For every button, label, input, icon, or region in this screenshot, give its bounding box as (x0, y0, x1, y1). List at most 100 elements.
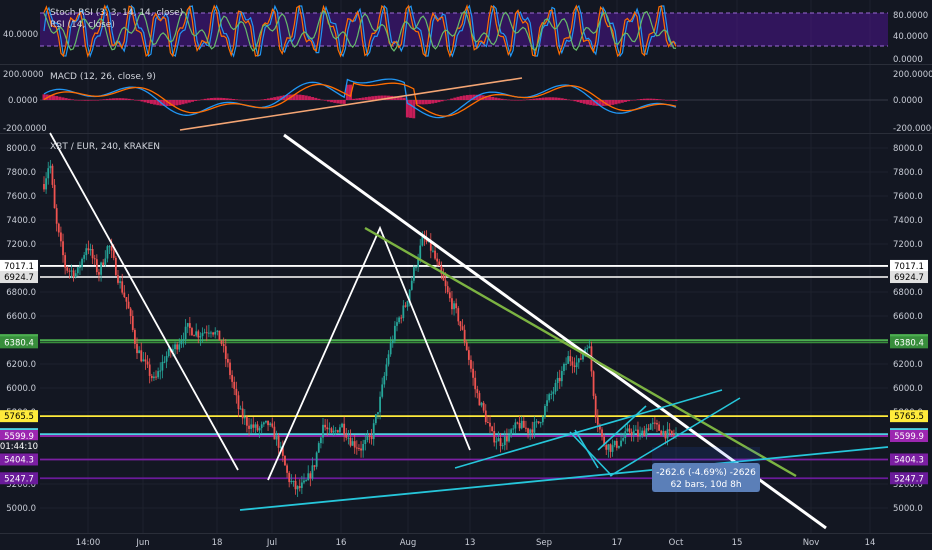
macd-hist-bar (450, 98, 454, 100)
candle-body (256, 424, 259, 431)
macd-hist-bar (146, 100, 150, 104)
horizontal-levels[interactable]: 7017.17017.16924.76924.76399.16399.16380… (0, 259, 928, 485)
candle-body (508, 434, 510, 442)
macd-hist-bar (83, 100, 87, 101)
stoch-left-tick: 40.0000 (3, 30, 38, 40)
candle-body (133, 329, 136, 344)
price-tick-right: 7600.0 (893, 192, 923, 202)
macd-hist-bar (589, 100, 593, 106)
trendline-cyan-channel-3[interactable] (569, 431, 613, 477)
price-tick-right: 6200.0 (893, 360, 923, 370)
macd-hist-bar (266, 98, 270, 100)
candle-body (476, 389, 479, 394)
macd-hist-bar (668, 100, 672, 101)
candle-body (664, 431, 667, 439)
candle-body (53, 184, 56, 209)
candle-body (592, 371, 595, 396)
candle-body (203, 332, 206, 334)
macd-panel[interactable]: MACD (12, 26, close, 9) 200.0000 0.0000 … (3, 70, 932, 134)
candle-body (457, 308, 460, 322)
candle-body (195, 331, 198, 336)
macd-hist-bar (567, 99, 571, 101)
trendline-white-zigzag[interactable] (267, 225, 471, 481)
macd-hist-bar (623, 100, 627, 102)
macd-hist-bar (58, 96, 62, 100)
candle-body (267, 420, 269, 426)
time-tick-label: 14 (865, 538, 876, 548)
candle-body (332, 430, 335, 433)
price-tick-left: 6200.0 (6, 360, 36, 370)
macd-hist-bar (598, 100, 602, 107)
candle-body (579, 358, 582, 360)
candle-body (131, 316, 134, 330)
candle-body (605, 445, 608, 450)
candle-body (220, 340, 223, 345)
candle-body (493, 430, 496, 443)
macd-hist-bar (554, 97, 558, 100)
macd-hist-bar (42, 94, 46, 100)
macd-hist-bar (453, 97, 457, 100)
macd-hist-bar (674, 100, 678, 101)
candle-body (613, 440, 616, 446)
candle-body (284, 455, 286, 466)
trendline-cyan-channel-1[interactable] (454, 389, 723, 469)
trendline-cyan-channel-2[interactable] (609, 397, 741, 477)
macd-hist-bar (118, 98, 122, 100)
candle-body (294, 480, 297, 490)
macd-hist-bar (383, 95, 387, 100)
candle-body (360, 448, 362, 451)
macd-hist-bar (102, 99, 106, 100)
macd-hist-bar (446, 99, 450, 100)
level-tag-right (890, 410, 928, 423)
trendline-white-1[interactable] (49, 132, 239, 471)
stoch-rsi-panel[interactable]: Stoch RSI (3, 3, 14, 14, close) RSI (14,… (3, 4, 928, 65)
macd-hist-bar (270, 97, 274, 100)
trendline-cyan-channel-5[interactable] (574, 429, 599, 469)
macd-hist-bar (573, 100, 577, 102)
macd-hist-bar (465, 95, 469, 100)
candle-body (100, 262, 102, 275)
macd-hist-bar (339, 100, 343, 104)
macd-trendline[interactable] (179, 77, 523, 131)
macd-hist-bar (112, 98, 116, 100)
macd-hist-bar (317, 98, 321, 100)
level-tag-text: 5247.7 (894, 474, 924, 484)
candle-body (222, 344, 225, 347)
candle-body (453, 303, 455, 310)
candle-body (205, 332, 208, 334)
price-tick-left: 6000.0 (6, 384, 36, 394)
price-tick-right: 7400.0 (893, 216, 923, 226)
time-axis[interactable]: 14:00 Jun 18 Jul 16 Aug 13 Sep 17 Oct 15 Nov 14 (76, 538, 876, 548)
macd-hist-bar (143, 100, 147, 103)
trendline-cyan-base[interactable] (239, 446, 889, 511)
macd-hist-bar (314, 97, 318, 100)
candle-body (174, 344, 176, 350)
macd-right-tick-200: 200.0000 (893, 70, 932, 80)
macd-hist-bar (367, 96, 371, 100)
trendline-cyan-channel-4[interactable] (597, 405, 647, 451)
macd-hist-bar (551, 97, 555, 100)
macd-hist-bar (178, 100, 182, 105)
candle-body (546, 400, 548, 407)
candle-body (83, 255, 86, 259)
candle-body (421, 236, 424, 246)
level-tag-left (0, 410, 38, 423)
macd-hist-bar (652, 98, 656, 100)
price-panel[interactable]: 5000.05000.05200.05200.05400.05400.05600… (0, 132, 928, 530)
candle-body (146, 361, 149, 365)
macd-hist-bar (247, 100, 251, 101)
measure-box[interactable] (652, 463, 760, 492)
candle-body (641, 430, 644, 434)
candle-body (172, 349, 174, 353)
macd-hist-bar (172, 100, 176, 106)
candle-body (474, 377, 477, 390)
level-tag-left (0, 472, 38, 485)
candle-body (554, 383, 557, 392)
candle-body (246, 417, 248, 426)
candle-body (573, 365, 576, 368)
trendline-green[interactable] (364, 226, 797, 478)
candle-body (182, 339, 185, 341)
price-tick-right: 5000.0 (893, 504, 923, 514)
macd-hist-bar (563, 98, 567, 100)
